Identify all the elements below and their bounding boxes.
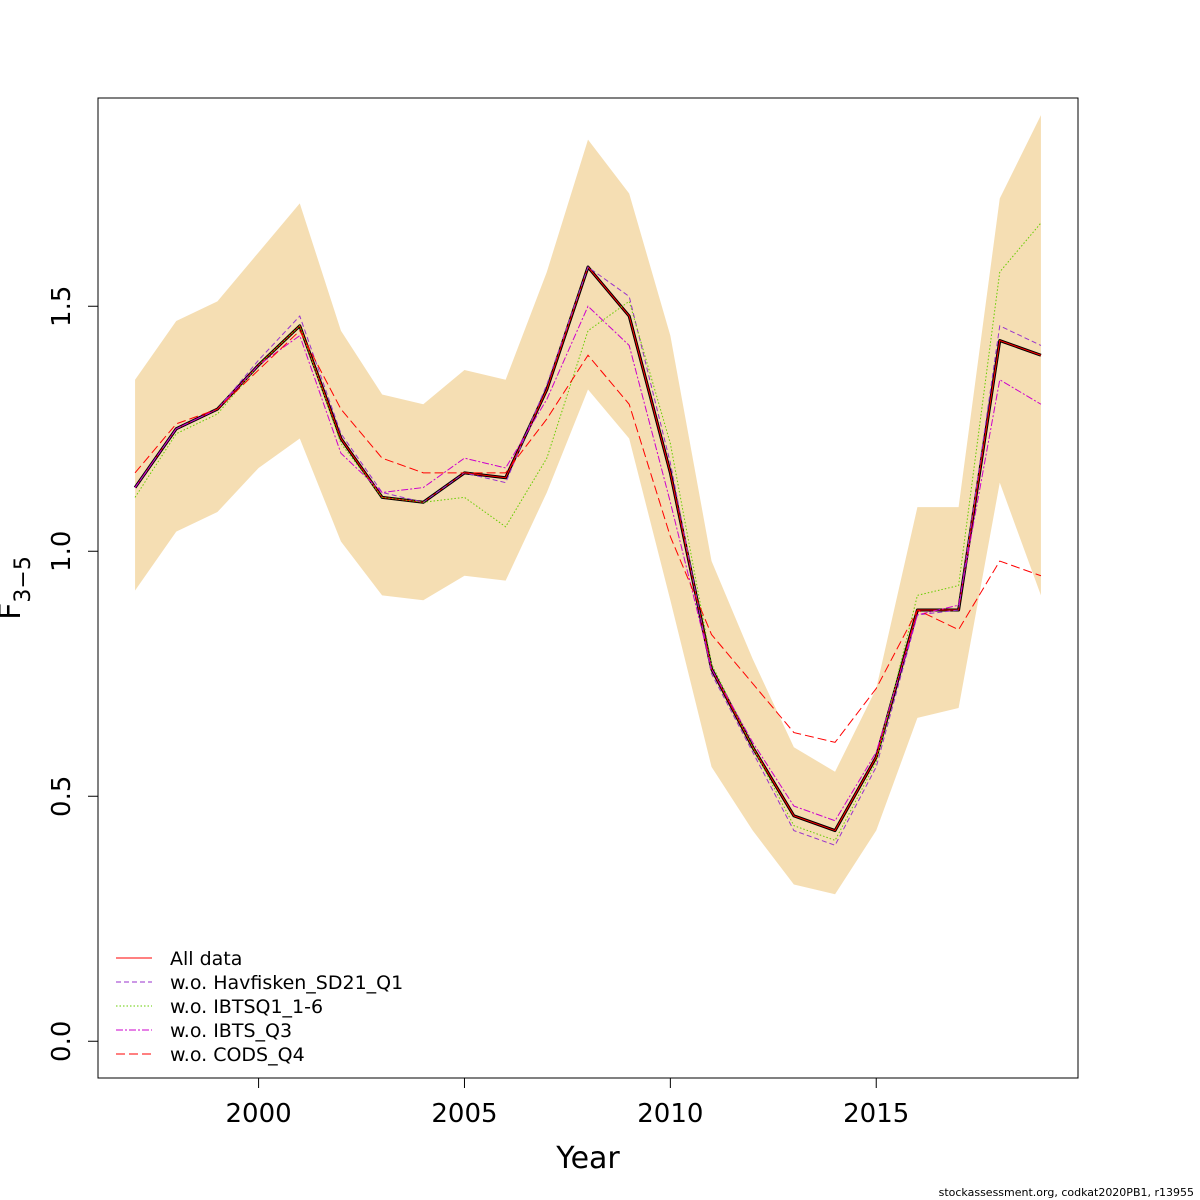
x-axis-title: Year [555, 1141, 620, 1176]
y-axis-title-main: F [0, 603, 28, 620]
confidence-band-layer [135, 115, 1041, 895]
x-tick-label: 2015 [843, 1099, 909, 1129]
series-layer [133, 222, 1042, 846]
x-tick-label: 2000 [226, 1099, 292, 1129]
legend-label: w.o. CODS_Q4 [170, 1044, 305, 1066]
svg-text:F3−5: F3−5 [0, 556, 36, 620]
series-line-4 [134, 305, 1042, 822]
series-line-5 [134, 329, 1042, 743]
x-tick-label: 2005 [431, 1099, 497, 1129]
x-tick-label: 2010 [637, 1099, 703, 1129]
y-tick-label: 1.5 [47, 286, 77, 327]
legend-label: w.o. IBTS_Q3 [170, 1020, 292, 1042]
y-axis-title-subscript: 3−5 [11, 556, 36, 602]
footer-credit: stockassessment.org, codkat2020PB1, r139… [938, 1186, 1194, 1199]
y-axis-title: F3−5 [0, 556, 36, 620]
y-tick-label: 1.0 [47, 531, 77, 572]
legend-label: All data [170, 948, 242, 970]
series-line-2 [134, 266, 1042, 846]
y-tick-label: 0.5 [47, 776, 77, 817]
y-tick-label: 0.0 [47, 1021, 77, 1062]
x-axis: 2000 2005 2010 2015 [226, 1077, 909, 1129]
legend-label: w.o. Havfisken_SD21_Q1 [170, 972, 403, 994]
legend-label: w.o. IBTSQ1_1-6 [170, 996, 323, 1018]
confidence-band [135, 115, 1041, 895]
y-axis: 0.0 0.5 1.0 1.5 [47, 286, 99, 1062]
